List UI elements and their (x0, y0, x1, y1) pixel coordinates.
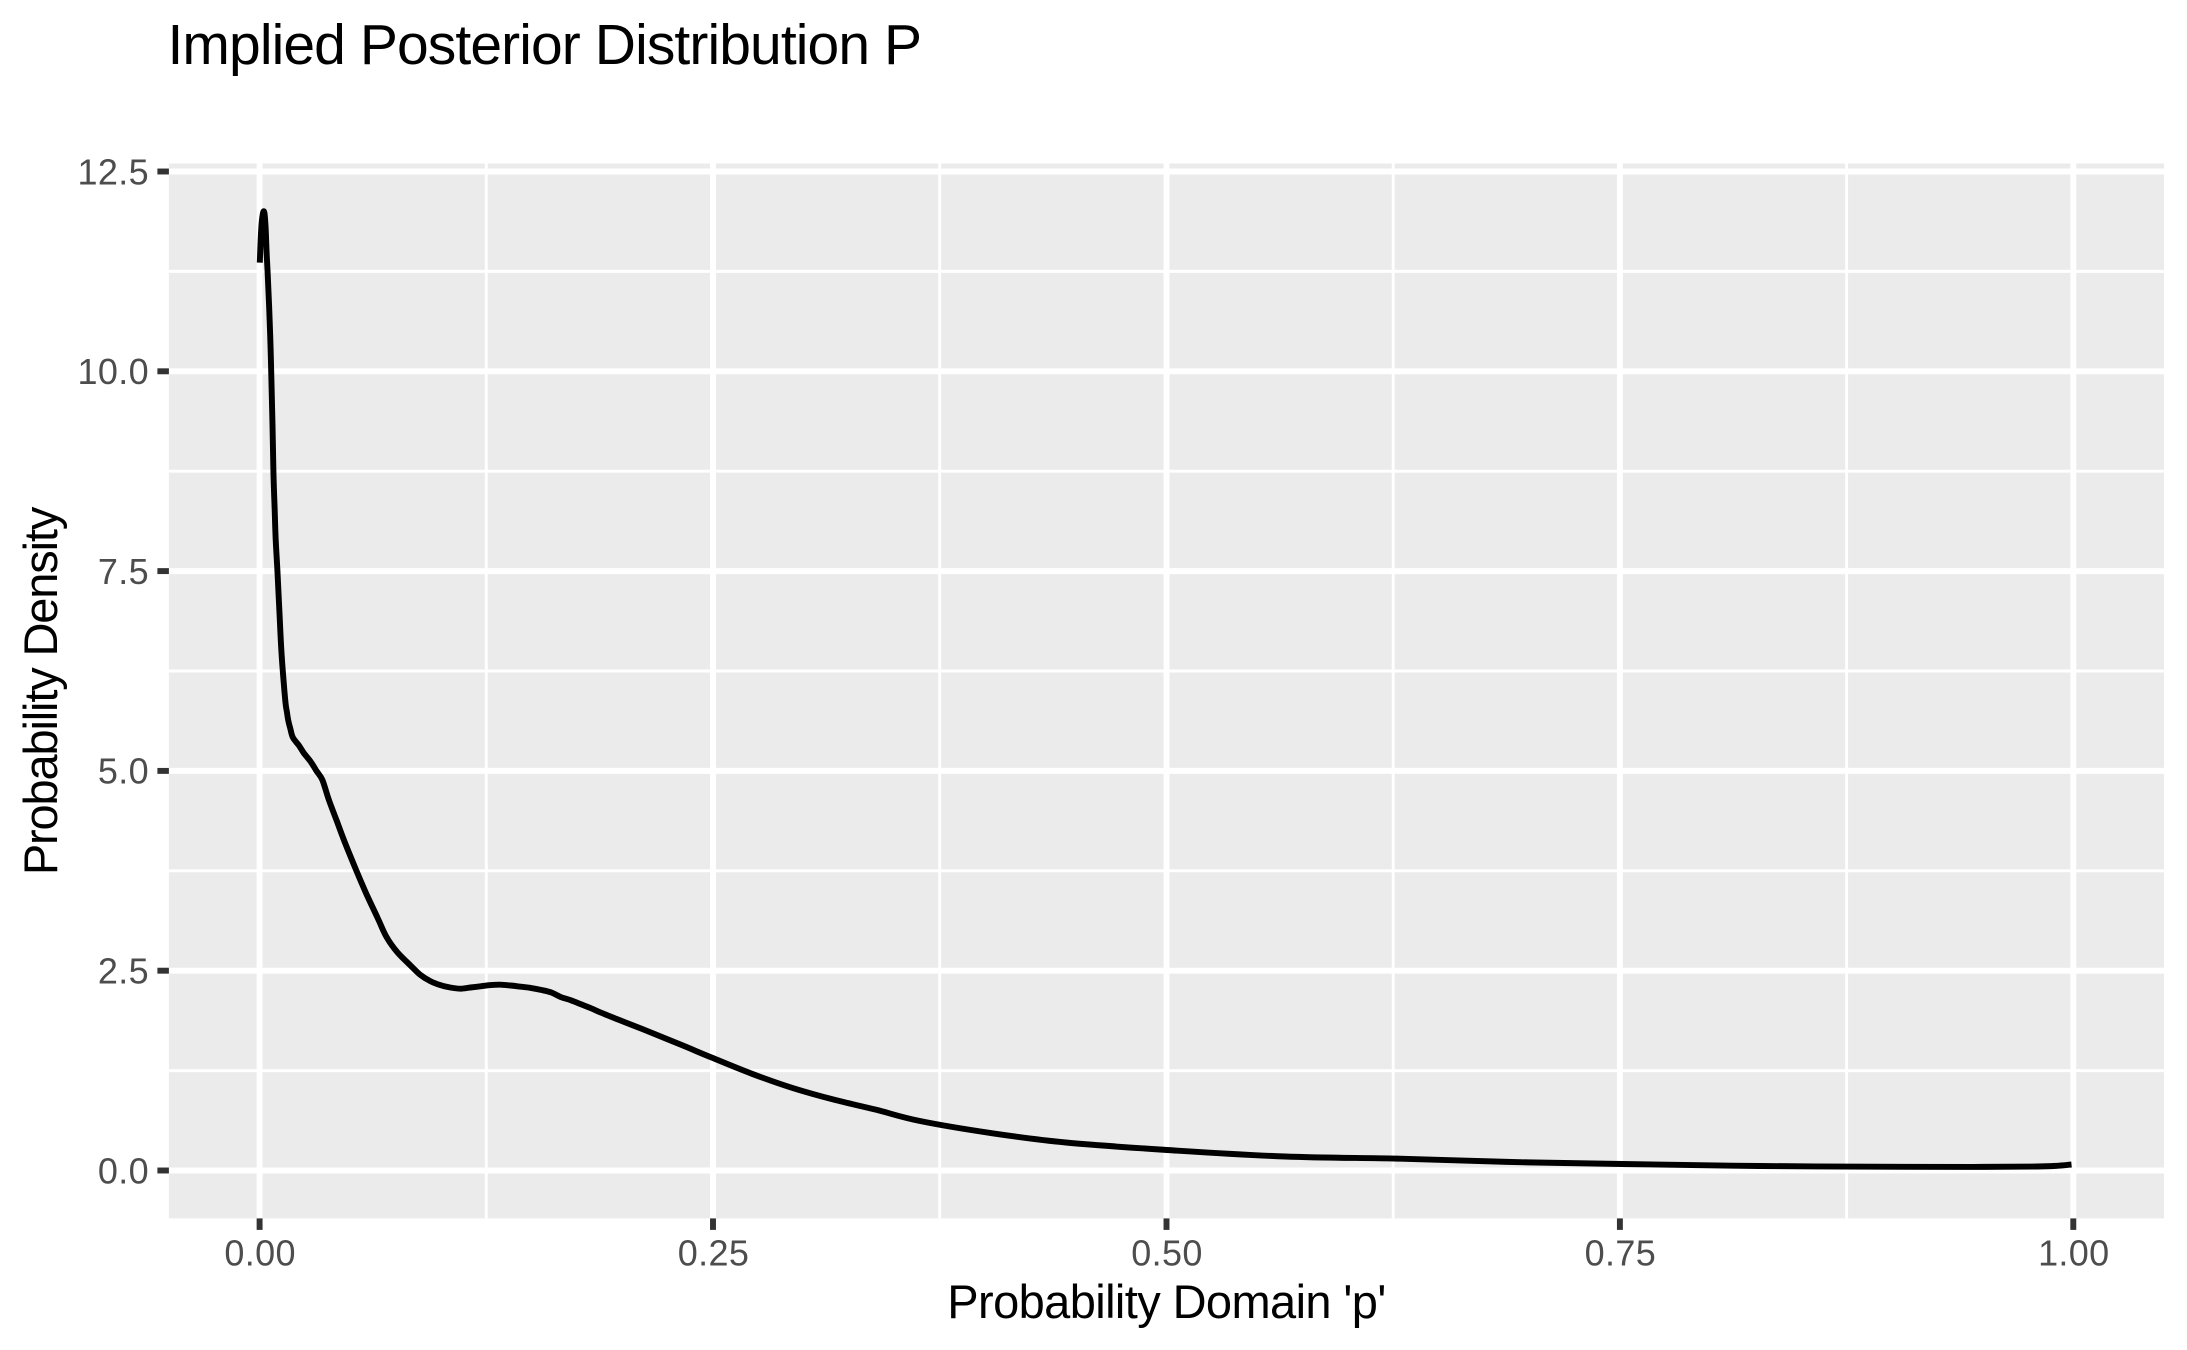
svg-text:0.75: 0.75 (1585, 1233, 1656, 1274)
svg-text:10.0: 10.0 (78, 351, 149, 392)
svg-text:0.00: 0.00 (224, 1233, 295, 1274)
svg-text:5.0: 5.0 (98, 751, 149, 792)
svg-text:Implied Posterior Distribution: Implied Posterior Distribution P (168, 13, 922, 77)
svg-text:0.50: 0.50 (1131, 1233, 1202, 1274)
svg-text:0.25: 0.25 (678, 1233, 749, 1274)
svg-text:2.5: 2.5 (98, 951, 149, 992)
svg-text:1.00: 1.00 (2038, 1233, 2109, 1274)
svg-text:Probability Domain 'p': Probability Domain 'p' (947, 1275, 1385, 1328)
svg-text:7.5: 7.5 (98, 551, 149, 592)
svg-text:12.5: 12.5 (78, 151, 149, 192)
svg-text:Probability Density: Probability Density (14, 506, 67, 875)
svg-text:0.0: 0.0 (98, 1150, 149, 1191)
